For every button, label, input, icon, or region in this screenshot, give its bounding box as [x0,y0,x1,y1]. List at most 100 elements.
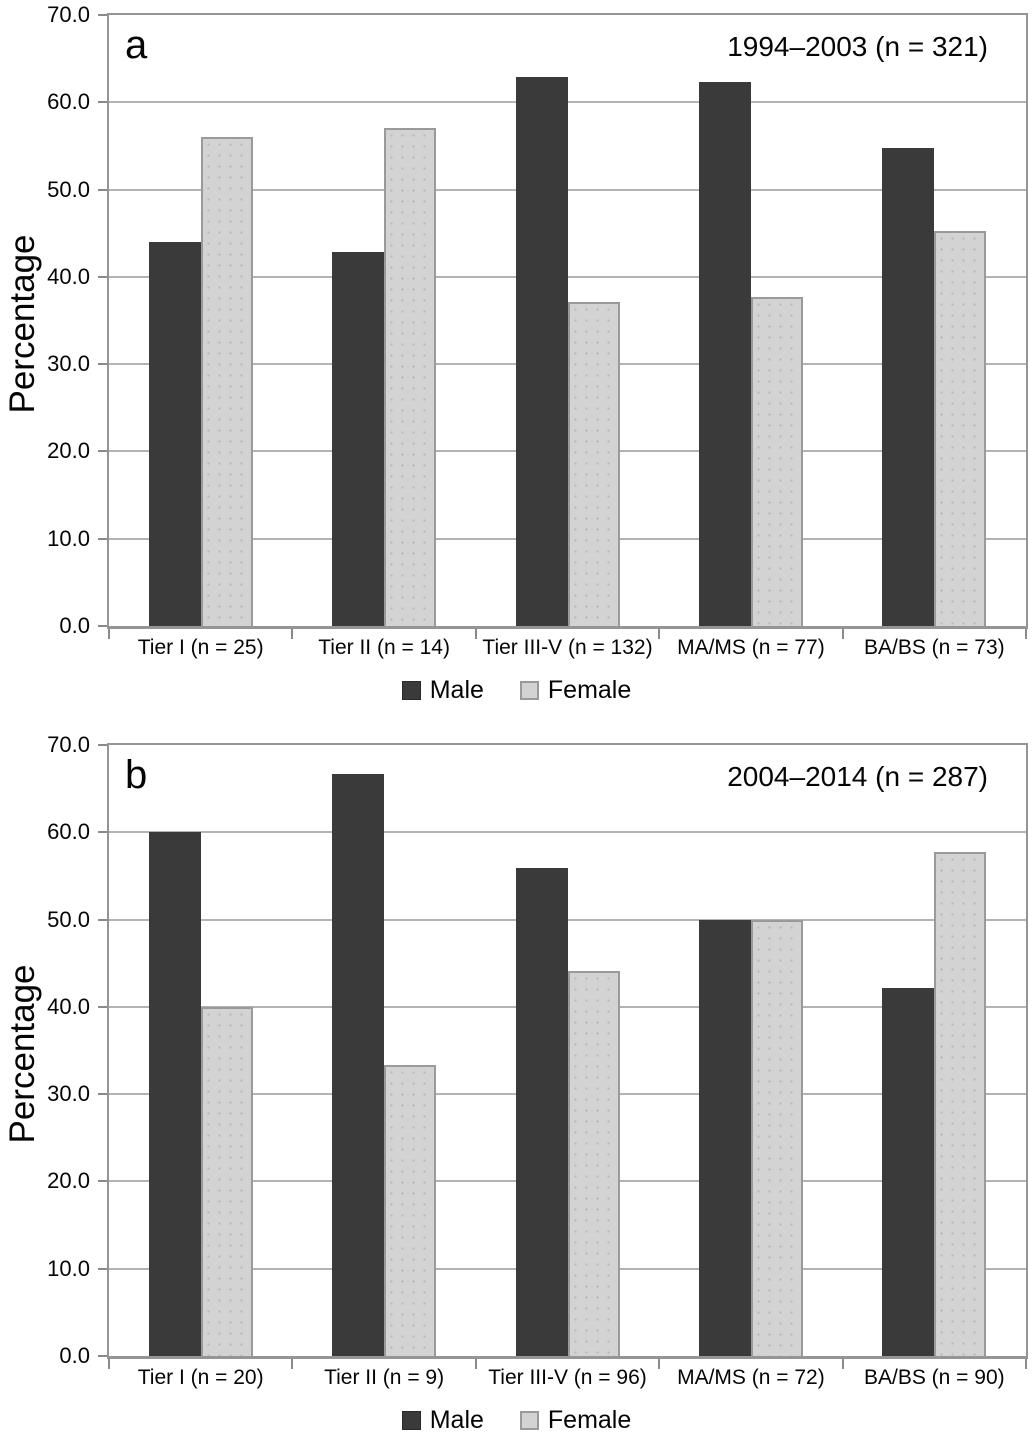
x-tick-mark [291,629,294,639]
y-tick-label: 40.0 [47,993,90,1019]
x-tick-mark [1025,1359,1027,1369]
legend: Male Female [0,1406,1033,1435]
x-category-label: MA/MS (n = 72) [677,1366,825,1389]
legend-male-swatch-icon [401,681,421,700]
y-tick-mark [98,1093,107,1096]
x-axis: Tier I (n = 25) Tier II (n = 14) Tier III-… [107,636,1028,666]
bar-male-1 [332,773,385,1356]
x-category-label: Tier III-V (n = 132) [482,636,653,659]
bar-female-0 [200,137,253,626]
bar-male-4 [882,147,935,626]
x-tick-mark [474,1359,477,1369]
plot-title: 1994–2003 (n = 321) [727,31,988,62]
x-tick-mark [841,1359,844,1369]
x-category-label: Tier I (n = 25) [137,636,264,659]
bar-male-0 [148,241,201,626]
legend-male-swatch-icon [401,1411,421,1430]
y-tick-mark [98,831,107,834]
legend-female-swatch-icon [519,681,539,700]
y-tick-label: 10.0 [47,525,90,551]
x-category-label: Tier III-V (n = 96) [488,1366,647,1389]
y-tick-mark [98,1180,107,1183]
y-tick-mark [98,1267,107,1270]
y-tick-label: 0.0 [59,613,90,638]
gridline [109,831,1026,834]
x-tick-mark [108,1359,110,1369]
legend-male-label: Male [429,676,484,704]
y-tick-mark [98,744,107,746]
x-tick-mark [474,629,477,639]
y-tick-label: 10.0 [47,1255,90,1281]
bar-female-3 [750,296,803,626]
legend-entry-male: Male [401,676,484,705]
panel-a: Percentage 70.0 60.0 50.0 40.0 30.0 20.0 10.0 0… [0,2,1033,705]
bar-male-2 [515,76,568,626]
x-tick-mark [841,629,844,639]
legend-entry-female: Female [519,676,632,705]
bar-male-3 [698,82,751,626]
legend-female-label: Female [547,676,632,704]
y-tick-mark [98,1355,107,1357]
x-axis: Tier I (n = 20) Tier II (n = 9) Tier III-V… [107,1366,1028,1396]
bar-female-4 [934,231,987,626]
legend-female-swatch-icon [519,1411,539,1430]
y-axis: 70.0 60.0 50.0 40.0 30.0 20.0 10.0 0.0 [0,732,107,1368]
y-tick-label: 30.0 [47,351,90,377]
y-tick-label: 70.0 [47,732,90,757]
bar-male-4 [882,987,935,1356]
x-category-label: BA/BS (n = 73) [863,636,1005,659]
plot-title: 2004–2014 (n = 287) [727,761,988,792]
legend: Male Female [0,676,1033,705]
x-category-label: Tier II (n = 14) [318,636,450,659]
bar-female-1 [384,127,437,626]
bar-male-3 [698,919,751,1356]
y-tick-label: 20.0 [47,1168,90,1194]
gridline [109,275,1026,278]
panel-letter: a [125,23,148,67]
panel-b: Percentage 70.0 60.0 50.0 40.0 30.0 20.0 10.0 0… [0,730,1033,1444]
bar-female-2 [567,971,620,1356]
bar-female-1 [384,1065,437,1356]
y-tick-mark [98,101,107,104]
bar-male-1 [332,251,385,626]
x-category-label: BA/BS (n = 90) [863,1366,1005,1389]
bar-male-2 [515,868,568,1356]
y-tick-label: 60.0 [47,819,90,845]
y-tick-mark [98,537,107,540]
legend-entry-female: Female [519,1406,632,1435]
legend-entry-male: Male [401,1406,484,1435]
gridline [109,188,1026,191]
x-category-label: MA/MS (n = 77) [677,636,825,659]
bar-female-2 [567,302,620,626]
y-tick-mark [98,14,107,16]
x-tick-mark [1025,629,1027,639]
legend-female-label: Female [547,1406,632,1434]
y-tick-mark [98,625,107,627]
gridline [109,918,1026,921]
y-tick-label: 0.0 [59,1343,90,1368]
bar-female-4 [934,851,987,1356]
y-tick-label: 20.0 [47,438,90,464]
x-tick-mark [291,1359,294,1369]
y-tick-mark [98,918,107,921]
legend-male-label: Male [429,1406,484,1434]
y-tick-label: 30.0 [47,1081,90,1107]
gridline [109,101,1026,104]
x-category-label: Tier II (n = 9) [324,1366,445,1389]
x-tick-mark [108,629,110,639]
x-tick-mark [658,1359,661,1369]
y-tick-mark [98,363,107,366]
y-tick-mark [98,450,107,453]
y-tick-mark [98,188,107,191]
y-tick-label: 60.0 [47,89,90,115]
y-tick-label: 40.0 [47,263,90,289]
x-tick-mark [658,629,661,639]
y-axis: 70.0 60.0 50.0 40.0 30.0 20.0 10.0 0.0 [0,2,107,638]
y-tick-mark [98,1005,107,1008]
plot-area: a 1994–2003 (n = 321) [107,13,1028,639]
bar-female-0 [200,1006,253,1356]
bar-female-3 [750,919,803,1356]
bar-male-0 [148,832,201,1356]
y-tick-label: 50.0 [47,906,90,932]
panel-letter: b [125,753,148,797]
